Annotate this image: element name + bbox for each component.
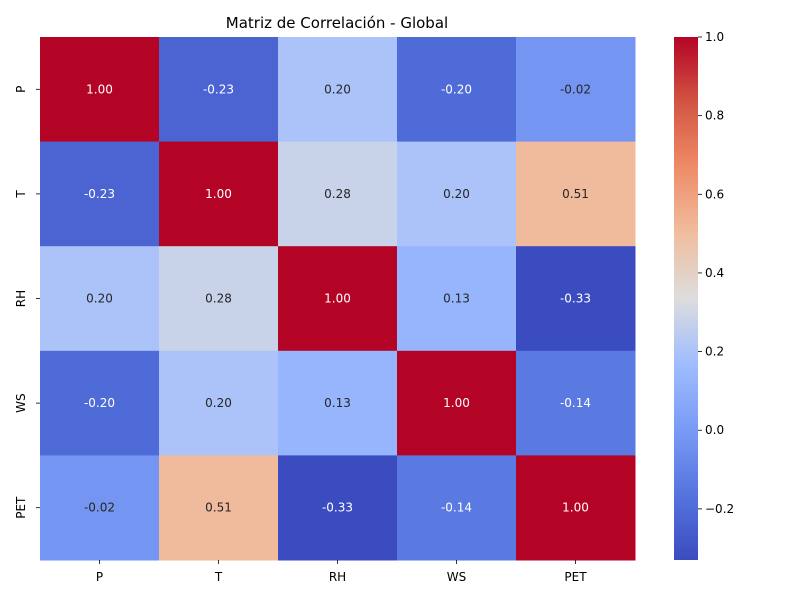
heatmap-cell: [397, 141, 517, 247]
x-tick-label: P: [96, 570, 103, 584]
y-tick-label: P: [14, 86, 28, 93]
colorbar-tick-label: 0.0: [705, 423, 724, 437]
x-tick-label: T: [214, 570, 223, 584]
cell-value-label: -0.33: [560, 292, 591, 306]
heatmap-cell: [278, 246, 398, 352]
cell-value-label: 1.00: [443, 396, 470, 410]
colorbar-tick-label: −0.2: [705, 502, 734, 516]
cell-value-label: 0.13: [324, 396, 351, 410]
cell-value-label: 0.28: [324, 187, 351, 201]
colorbar-tick-label: 0.4: [705, 266, 724, 280]
cell-value-label: -0.20: [84, 396, 115, 410]
colorbar: 1.0 0.8 0.6 0.4 0.2 0.0 −0.2: [674, 30, 734, 560]
heatmap-cell: [159, 455, 279, 561]
y-axis: P T RH WS PET: [14, 86, 40, 519]
cell-value-label: 1.00: [86, 82, 113, 96]
cell-value-label: 0.51: [205, 501, 232, 515]
x-tick-label: PET: [564, 570, 587, 584]
cell-value-label: -0.14: [560, 396, 591, 410]
x-axis: P T RH WS PET: [96, 560, 587, 584]
cell-value-label: 1.00: [324, 292, 351, 306]
y-tick-label: PET: [14, 496, 28, 519]
heatmap-cell: [40, 246, 160, 352]
heatmap-cell: [40, 350, 160, 456]
cell-value-label: 0.20: [86, 292, 113, 306]
heatmap-cell: [40, 141, 160, 247]
cell-value-label: 0.20: [205, 396, 232, 410]
x-tick-label: RH: [329, 570, 346, 584]
cell-value-label: 0.20: [324, 82, 351, 96]
heatmap-cell: [397, 455, 517, 561]
cell-value-label: 1.00: [562, 501, 589, 515]
heatmap-cell: [159, 37, 279, 143]
colorbar-tick-label: 0.8: [705, 109, 724, 123]
heatmap-cell: [159, 350, 279, 456]
heatmap-cell: [516, 37, 636, 143]
heatmap-cell: [516, 350, 636, 456]
heatmap-cell: [278, 455, 398, 561]
colorbar-tick-label: 1.0: [705, 30, 724, 44]
cell-value-label: -0.23: [84, 187, 115, 201]
colorbar-tick-label: 0.6: [705, 187, 724, 201]
cell-value-label: -0.02: [84, 501, 115, 515]
cell-value-label: -0.20: [441, 82, 472, 96]
heatmap-cell: [159, 141, 279, 247]
cell-value-label: 0.20: [443, 187, 470, 201]
heatmap-cell: [397, 246, 517, 352]
colorbar-tick-label: 0.2: [705, 345, 724, 359]
heatmap-cell: [40, 37, 160, 143]
cell-value-label: 0.28: [205, 292, 232, 306]
heatmap-cell: [159, 246, 279, 352]
cell-value-label: 1.00: [205, 187, 232, 201]
heatmap-cell: [516, 141, 636, 247]
cell-value-label: -0.14: [441, 501, 472, 515]
cell-value-label: 0.51: [562, 187, 589, 201]
heatmap-cell: [40, 455, 160, 561]
y-tick-label: T: [14, 190, 28, 199]
y-tick-label: WS: [14, 393, 28, 412]
cell-value-label: -0.33: [322, 501, 353, 515]
x-tick-label: WS: [447, 570, 466, 584]
cell-value-label: -0.23: [203, 82, 234, 96]
chart-title: Matriz de Correlación - Global: [226, 14, 448, 32]
heatmap-cell: [516, 455, 636, 561]
heatmap-cell: [278, 350, 398, 456]
heatmap-cell: [516, 246, 636, 352]
y-tick-label: RH: [14, 290, 28, 307]
cell-value-label: 0.13: [443, 292, 470, 306]
heatmap-cell: [397, 350, 517, 456]
heatmap-cell: [278, 141, 398, 247]
heatmap-cell: [278, 37, 398, 143]
heatmap-cell: [397, 37, 517, 143]
heatmap-cells: 1.00 -0.23 0.20 -0.20 -0.02 -0.23 1.00 0.28 0.20…: [40, 37, 636, 561]
colorbar-gradient: [674, 37, 698, 560]
cell-value-label: -0.02: [560, 82, 591, 96]
